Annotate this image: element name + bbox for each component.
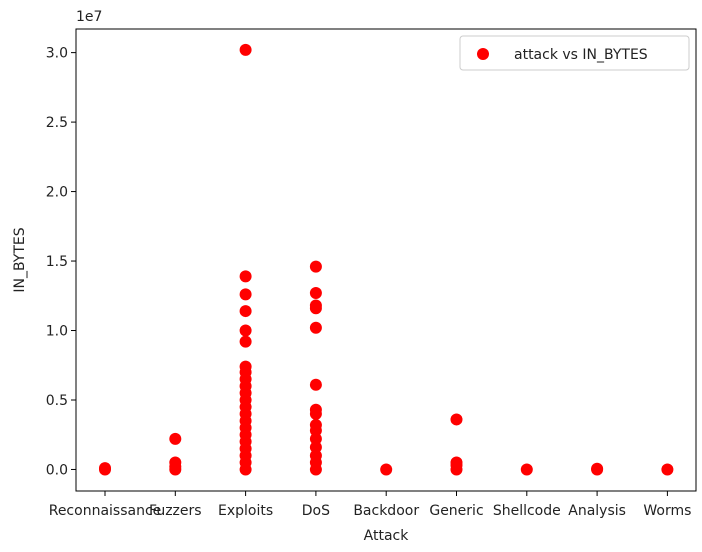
data-point [309, 419, 322, 431]
y-tick-label: 2.0 [46, 185, 68, 201]
data-point [239, 288, 252, 301]
data-point [309, 441, 322, 454]
y-tick-label: 1.5 [46, 254, 68, 270]
data-point [99, 462, 111, 475]
data-point [380, 463, 393, 476]
x-tick-label: Backdoor [353, 503, 419, 519]
legend-label: attack vs IN_BYTES [514, 47, 648, 63]
y-offset-label: 1e7 [76, 9, 102, 25]
points-layer [99, 43, 674, 476]
data-point [169, 432, 182, 445]
data-point [309, 260, 322, 273]
y-tick-label: 0.5 [46, 393, 68, 409]
x-tick-label: Reconnaissance [49, 503, 162, 519]
y-tick-label: 3.0 [46, 46, 68, 62]
x-tick-label: Analysis [568, 503, 626, 519]
data-point [169, 456, 182, 469]
x-tick-label: DoS [302, 503, 330, 519]
x-axis-title: Attack [364, 528, 410, 544]
x-tick-label: Shellcode [493, 503, 561, 519]
data-point [309, 449, 322, 462]
data-point [591, 462, 604, 475]
data-point [239, 43, 252, 56]
legend: attack vs IN_BYTES [459, 35, 690, 71]
data-point [309, 432, 322, 445]
data-point [239, 360, 252, 373]
data-point [239, 305, 252, 318]
y-tick-label: 1.0 [46, 324, 68, 340]
x-tick-label: Worms [643, 503, 691, 519]
data-point [309, 378, 322, 391]
data-point [661, 463, 674, 476]
y-tick-label: 0.0 [46, 462, 68, 478]
data-point [450, 413, 463, 426]
data-point [309, 403, 322, 416]
data-point [239, 270, 252, 283]
plot-frame [75, 28, 697, 492]
x-tick-label: Fuzzers [149, 503, 202, 519]
legend-marker [477, 48, 489, 60]
data-point [239, 335, 252, 348]
y-axis-title: IN_BYTES [12, 227, 28, 292]
data-point [309, 321, 322, 334]
data-point [309, 299, 322, 312]
data-point [520, 463, 533, 476]
legend-box [459, 35, 690, 71]
data-point [309, 287, 322, 299]
data-point [239, 324, 252, 337]
x-tick-label: Generic [429, 503, 483, 519]
y-tick-label: 2.5 [46, 115, 68, 131]
x-tick-label: Exploits [218, 503, 273, 519]
axes-layer [75, 28, 697, 492]
data-point [450, 456, 463, 469]
